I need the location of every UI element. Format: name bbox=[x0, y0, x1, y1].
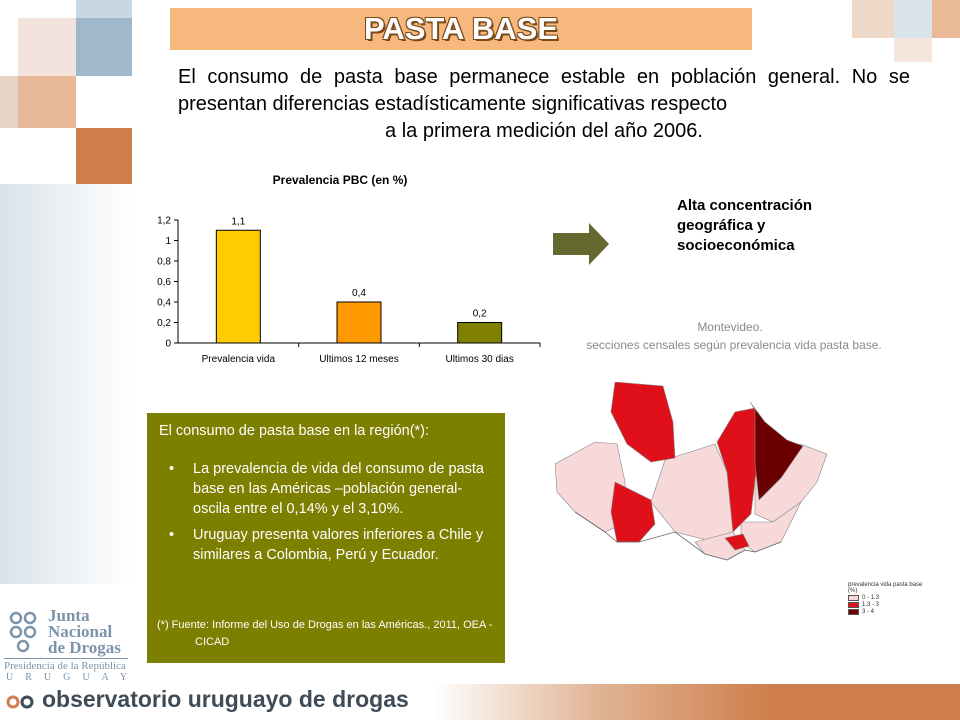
y-tick-label: 1,2 bbox=[157, 216, 171, 227]
deco-square bbox=[18, 76, 76, 128]
y-tick-label: 0,2 bbox=[157, 318, 171, 329]
data-label: 0,2 bbox=[473, 309, 487, 320]
logo-text: de Drogas bbox=[48, 638, 121, 657]
concentration-line: geográfica y bbox=[677, 217, 766, 234]
legend-title: prevalencia vida pasta base (%) bbox=[848, 582, 923, 594]
region-list: • La prevalencia de vida del consumo de … bbox=[159, 459, 493, 565]
junta-logo-icon bbox=[9, 611, 37, 653]
chart-title: Prevalencia PBC (en %) bbox=[273, 173, 408, 187]
footer-bar bbox=[0, 684, 960, 720]
legend-label: 1.3 - 3 bbox=[862, 602, 880, 608]
legend-swatch bbox=[848, 609, 859, 615]
logo-text: Junta bbox=[48, 606, 90, 625]
y-tick-label: 0 bbox=[165, 339, 171, 350]
legend-item: 3 - 4 bbox=[848, 609, 928, 615]
deco-square bbox=[76, 128, 132, 184]
chart-bar bbox=[336, 301, 382, 344]
deco-square bbox=[852, 0, 894, 38]
deco-square bbox=[894, 0, 932, 38]
chart-bar bbox=[215, 229, 261, 344]
data-label: 0,4 bbox=[352, 288, 366, 299]
deco-square bbox=[76, 18, 132, 76]
logo-country: URUGUAY bbox=[6, 672, 140, 683]
map-coastline bbox=[574, 511, 782, 561]
source-line: (*) Fuente: Informe del Uso de Drogas en… bbox=[157, 619, 493, 631]
bullet-icon: • bbox=[169, 527, 175, 543]
logo-presidency: Presidencia de la República bbox=[4, 660, 126, 672]
concentration-line: Alta concentración bbox=[677, 197, 813, 214]
chart-labels: 1,1 Prevalencia vida 0,4 Ultimos 12 meses 0,… bbox=[202, 216, 514, 365]
side-decoration bbox=[0, 0, 150, 720]
deco-square bbox=[932, 0, 960, 38]
map-title: Montevideo. bbox=[697, 320, 763, 334]
map-legend: prevalencia vida pasta base (%) 0 - 1.3 … bbox=[848, 582, 928, 615]
map-subtitle: secciones censales según prevalencia vid… bbox=[586, 338, 882, 352]
chart-bars bbox=[215, 229, 503, 344]
y-tick-label: 0,8 bbox=[157, 257, 171, 268]
legend-swatch bbox=[848, 602, 859, 608]
list-item: • La prevalencia de vida del consumo de … bbox=[159, 459, 493, 519]
legend-item: 0 - 1.3 bbox=[848, 595, 928, 601]
observatory-logo-icon bbox=[6, 695, 34, 709]
y-tick-label: 0,6 bbox=[157, 277, 171, 288]
legend-label: 0 - 1.3 bbox=[862, 595, 880, 601]
data-label: 1,1 bbox=[231, 216, 245, 227]
title-bar bbox=[170, 8, 752, 50]
x-tick-label: Ultimos 30 dias bbox=[445, 354, 513, 365]
logo-divider bbox=[4, 658, 128, 659]
region-info-box: El consumo de pasta base en la región(*)… bbox=[147, 413, 505, 663]
page-title: PASTA BASE bbox=[363, 11, 559, 46]
observatory-name: observatorio uruguayo de drogas bbox=[42, 686, 409, 712]
deco-square bbox=[894, 38, 932, 62]
list-item: • Uruguay presenta valores inferiores a … bbox=[159, 525, 493, 565]
legend-swatch bbox=[848, 595, 859, 601]
side-gradient bbox=[0, 184, 132, 584]
y-tick-label: 1 bbox=[165, 236, 171, 247]
map-region bbox=[610, 481, 656, 543]
logo-text: Nacional bbox=[48, 622, 113, 641]
intro-text-end: a la primera medición del año 2006. bbox=[385, 120, 703, 142]
prevalence-bar-chart: Prevalencia PBC (en %) 0 0,2 0,4 0,6 0,8 1 1,2… bbox=[157, 173, 541, 365]
x-tick-label: Prevalencia vida bbox=[202, 354, 276, 365]
deco-square bbox=[18, 18, 76, 76]
chart-bar bbox=[457, 322, 503, 344]
map-region bbox=[749, 401, 804, 501]
concentration-text: Alta concentración geográfica y socioeco… bbox=[677, 196, 877, 256]
map-region bbox=[716, 407, 758, 533]
region-lead: El consumo de pasta base en la región(*)… bbox=[159, 423, 430, 439]
y-tick-label: 0,4 bbox=[157, 298, 171, 309]
map-region bbox=[724, 533, 750, 551]
map-region bbox=[610, 382, 676, 463]
source-note: (*) Fuente: Informe del Uso de Drogas en… bbox=[157, 617, 501, 651]
montevideo-map bbox=[555, 382, 828, 561]
legend-label: 3 - 4 bbox=[862, 609, 875, 615]
right-arrow-icon bbox=[553, 223, 609, 265]
x-tick-label: Ultimos 12 meses bbox=[319, 354, 398, 365]
source-line: CICAD bbox=[195, 636, 230, 648]
legend-item: 1.3 - 3 bbox=[848, 602, 928, 608]
list-item-text: Uruguay presenta valores inferiores a Ch… bbox=[193, 527, 484, 563]
concentration-line: socioeconómica bbox=[677, 237, 795, 254]
list-item-text: La prevalencia de vida del consumo de pa… bbox=[193, 461, 484, 517]
bullet-icon: • bbox=[169, 461, 175, 477]
intro-text: El consumo de pasta base permanece estab… bbox=[178, 66, 910, 115]
